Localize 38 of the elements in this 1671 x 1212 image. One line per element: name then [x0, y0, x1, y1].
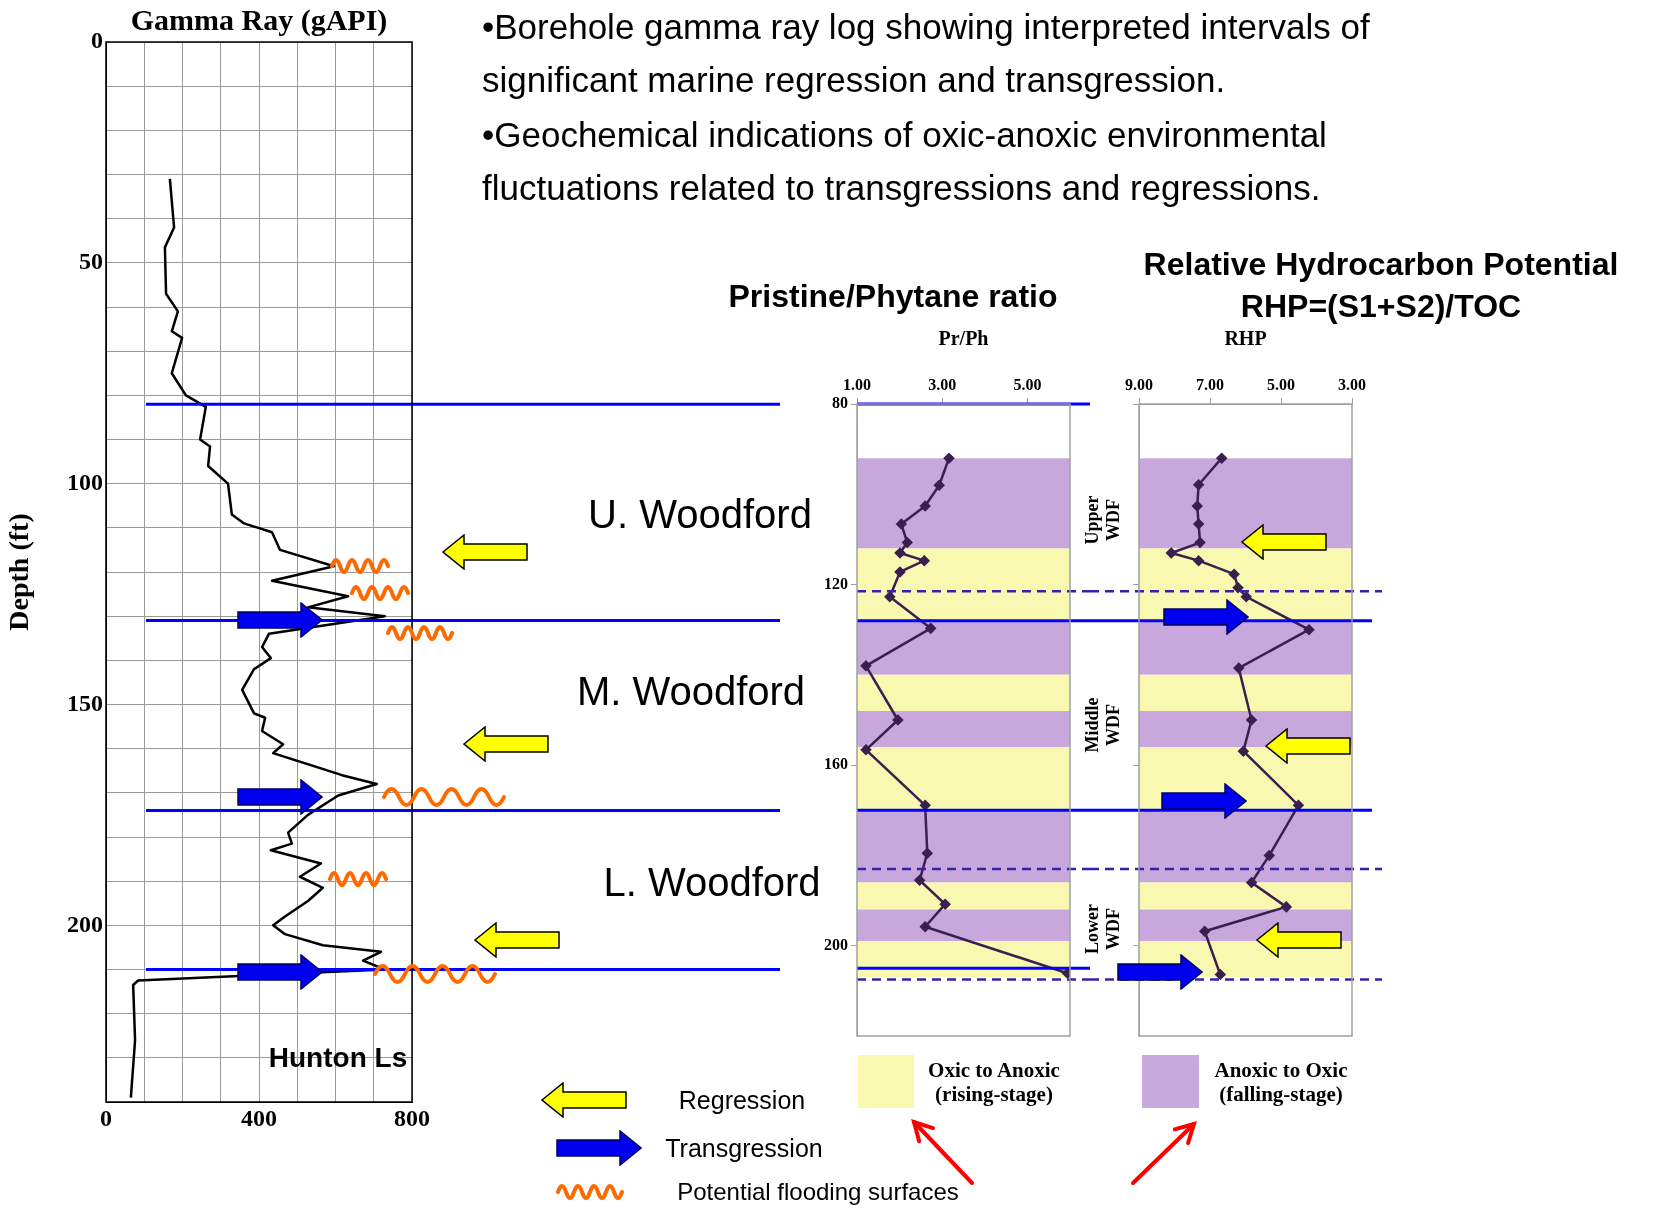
- x-tick-label: 3.00: [928, 375, 957, 393]
- text: M. Woodford: [576, 668, 806, 714]
- y-tick-label: 0: [91, 27, 103, 54]
- y-tick-label: 50: [79, 248, 103, 275]
- chart-title: Gamma Ray (gAPI): [130, 2, 388, 37]
- text: L. Woodford: [603, 859, 821, 905]
- x-axis-title: RHP: [1224, 327, 1267, 350]
- y-tick-label: 200: [824, 935, 848, 953]
- y-tick-label: 100: [67, 468, 103, 495]
- x-axis-title: Pr/Ph: [938, 327, 989, 350]
- text: Upper WDF: [1082, 495, 1124, 545]
- x-tick-label: 3.00: [1338, 375, 1366, 393]
- text: Potential flooding surfaces: [677, 1178, 959, 1206]
- x-tick-label: 1.00: [843, 375, 871, 393]
- text: •Borehole gamma ray log showing interpreted intervals of significant marine regression and transgression.: [482, 6, 1371, 102]
- text: Lower WDF: [1082, 904, 1124, 954]
- x-tick-label: 5.00: [1013, 375, 1042, 393]
- text: Oxic to Anoxic (rising-stage): [928, 1057, 1060, 1107]
- y-tick-label: 80: [832, 394, 848, 412]
- x-tick-label: 7.00: [1196, 375, 1224, 393]
- y-tick-label: 120: [824, 574, 848, 592]
- x-tick-label: 9.00: [1125, 375, 1153, 393]
- chart-title: Relative Hydrocarbon Potential RHP=(S1+S2)/TOC: [1143, 245, 1619, 324]
- chart-title: Pristine/Phytane ratio: [728, 277, 1058, 314]
- text: U. Woodford: [588, 491, 812, 537]
- y-axis-title: Depth (ft): [3, 513, 35, 631]
- text: Regression: [678, 1085, 806, 1115]
- x-tick-label: 5.00: [1267, 375, 1295, 393]
- x-tick-label: 800: [394, 1104, 430, 1131]
- y-tick-label: 200: [67, 910, 103, 937]
- x-tick-label: 400: [241, 1104, 277, 1131]
- y-tick-label: 160: [824, 755, 848, 773]
- y-tick-label: 150: [67, 689, 103, 716]
- text: Middle WDF: [1082, 697, 1124, 753]
- text: Transgression: [665, 1133, 823, 1163]
- annotation: Hunton Ls: [268, 1041, 408, 1075]
- text: Anoxic to Oxic (falling-stage): [1214, 1057, 1348, 1107]
- text: •Geochemical indications of oxic-anoxic environmental fluctuations related to transgressions and regressions.: [482, 114, 1328, 210]
